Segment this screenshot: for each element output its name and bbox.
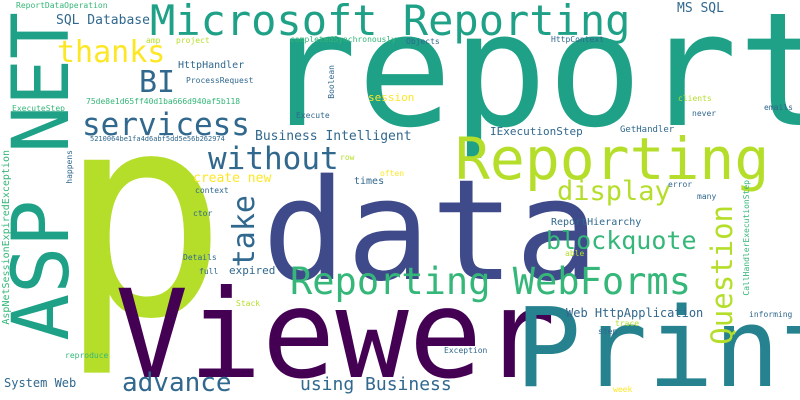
word-session: session [368, 91, 415, 104]
word-p: p [58, 52, 228, 381]
word-callhandlerexecutionstep: CallHandlerExecutionStep [742, 180, 751, 296]
word-ctor: ctor [193, 209, 213, 218]
word-boolean: Boolean [327, 65, 336, 99]
word-question: Question [705, 205, 739, 345]
word-details: Details [183, 253, 217, 262]
word-servicess: servicess [82, 107, 250, 143]
word-system-web: System Web [4, 376, 77, 390]
word-often: often [380, 169, 405, 178]
word-completedsynchronously: completedSynchronously [290, 35, 396, 44]
word-week: week [613, 385, 633, 394]
word-never: never [692, 109, 717, 118]
word-able: able [565, 249, 585, 258]
word-error: error [668, 180, 693, 189]
word-times: times [354, 176, 385, 187]
word-happens: happens [65, 150, 74, 184]
word-hash2: 5210064be1fa4d6abf5dd5e56b262974 [90, 135, 225, 143]
word-clients: clients [678, 94, 712, 103]
word-reporting-webforms: Reporting WebForms [290, 260, 691, 303]
word-sql-database: SQL Database [56, 13, 150, 28]
word-reporthierarchy: ReportHierarchy [551, 217, 642, 228]
word-full: full [199, 267, 219, 276]
word-thanks: thanks [57, 35, 166, 70]
word-create-new: create new [193, 171, 272, 186]
word-report: report [262, 0, 800, 163]
word-reporting: Reporting [455, 125, 770, 193]
word-httphandler: HttpHandler [178, 60, 245, 71]
word-executestep: ExecuteStep [12, 104, 65, 113]
word-ms-sql: MS SQL [677, 1, 724, 16]
word-many: many [697, 192, 717, 201]
word-emails: emails [764, 103, 793, 112]
word-using-business: using Business [300, 374, 452, 395]
word-blockquote: blockquote [546, 226, 697, 255]
word-business-intelligent: Business Intelligent [255, 129, 412, 144]
word-row: row [340, 153, 355, 162]
word-execute: Execute [296, 111, 330, 120]
word-hash: 75de8e1d65ff40d1ba666d940af5b118 [86, 97, 241, 106]
word-httpcontext: HttpContext [551, 35, 604, 44]
word-aspnetsessionexpiredexception: AspNetSessionExpiredException [1, 150, 12, 325]
word-reproduce: reproduce [65, 351, 109, 360]
word-trace: trace [615, 319, 640, 328]
word-informing: informing [749, 310, 793, 319]
word-web-httpapplication: Web HttpApplication [566, 306, 704, 320]
word-stack: Stack [236, 299, 261, 308]
word-project: project [176, 36, 210, 45]
word-take: take [227, 195, 262, 268]
word-reportdataoperation: ReportDataOperation [16, 1, 108, 10]
word-without: without [208, 141, 339, 177]
word-print: Print [515, 284, 800, 400]
word-iexecutionstep: IExecutionStep [490, 125, 583, 138]
word-expired: expired [229, 264, 276, 277]
word-advance: advance [122, 368, 232, 398]
word-gethandler: GetHandler [620, 125, 675, 135]
word-step: step [598, 327, 618, 336]
word-data: data [262, 150, 600, 313]
word-context: context [195, 186, 229, 195]
word-microsoft-reporting: Microsoft Reporting [150, 0, 631, 45]
word-bi: BI [139, 65, 176, 100]
word-viewer: Viewer [115, 264, 556, 400]
word-processrequest: ProcessRequest [186, 76, 254, 85]
word-exception: Exception [444, 346, 488, 355]
word-display: display [557, 176, 671, 207]
word-objects: Objects [406, 37, 440, 46]
word-amp: amp [146, 36, 161, 45]
